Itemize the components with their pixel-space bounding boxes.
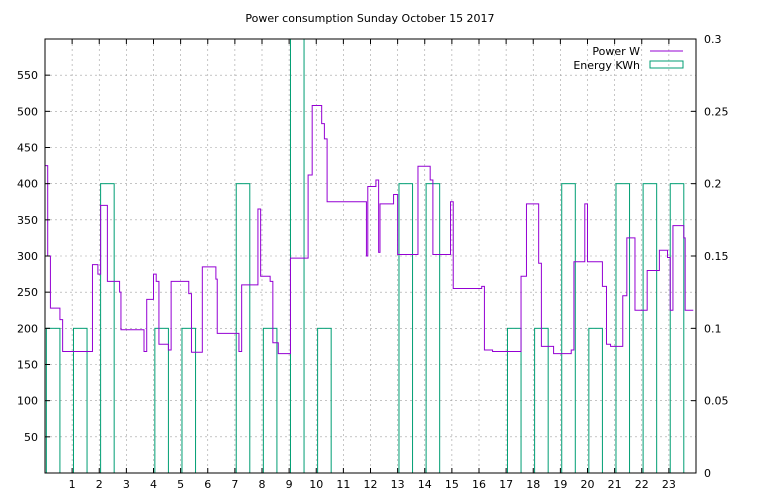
x-tick-label: 1 — [69, 478, 76, 491]
x-tick-label: 9 — [286, 478, 293, 491]
y-tick-label: 250 — [17, 286, 38, 299]
x-tick-label: 15 — [445, 478, 459, 491]
y-tick-label: 350 — [17, 214, 38, 227]
x-tick-label: 2 — [96, 478, 103, 491]
y-tick-label: 450 — [17, 142, 38, 155]
axis-ticks: 1 2 3 4 5 6 7 8 9 10 11 12 13 14 15 16 17 18 19 20 21 22 23501… — [17, 33, 729, 491]
x-tick-label: 17 — [499, 478, 513, 491]
y-tick-label: 400 — [17, 178, 38, 191]
x-tick-label: 4 — [150, 478, 157, 491]
x-tick-label: 13 — [391, 478, 405, 491]
y-tick-label: 200 — [17, 322, 38, 335]
y-tick-label: 50 — [24, 431, 38, 444]
y2-tick-label: 0.05 — [704, 395, 729, 408]
x-tick-label: 14 — [418, 478, 432, 491]
x-tick-label: 10 — [309, 478, 323, 491]
y2-tick-label: 0.2 — [704, 178, 722, 191]
energy-bar — [235, 183, 251, 474]
x-tick-label: 11 — [336, 478, 350, 491]
x-tick-label: 6 — [204, 478, 211, 491]
energy-bar — [181, 327, 197, 474]
x-tick-label: 22 — [635, 478, 649, 491]
power-series-line — [45, 105, 694, 355]
legend-swatch-energy — [649, 60, 684, 69]
power-line-layer — [45, 105, 694, 355]
x-tick-label: 12 — [364, 478, 378, 491]
x-tick-label: 19 — [553, 478, 567, 491]
y-tick-label: 300 — [17, 250, 38, 263]
x-tick-label: 16 — [472, 478, 486, 491]
y-tick-label: 550 — [17, 69, 38, 82]
x-tick-label: 7 — [231, 478, 238, 491]
x-tick-label: 20 — [581, 478, 595, 491]
y-tick-label: 150 — [17, 359, 38, 372]
energy-bar — [289, 38, 305, 474]
y2-tick-label: 0.25 — [704, 105, 729, 118]
chart-title: Power consumption Sunday October 15 2017 — [245, 12, 494, 25]
energy-bar — [506, 327, 522, 474]
x-tick-label: 3 — [123, 478, 130, 491]
legend-label-energy: Energy KWh — [573, 59, 640, 72]
y2-tick-label: 0 — [704, 467, 711, 480]
x-tick-label: 8 — [259, 478, 266, 491]
x-tick-label: 18 — [526, 478, 540, 491]
x-tick-label: 23 — [662, 478, 676, 491]
x-tick-label: 21 — [608, 478, 622, 491]
y2-tick-label: 0.3 — [704, 33, 722, 46]
legend-label-power: Power W — [592, 45, 640, 58]
legend: Power W Energy KWh — [573, 45, 684, 72]
energy-bar — [561, 183, 576, 474]
grid-lines — [45, 39, 696, 473]
x-tick-label: 5 — [177, 478, 184, 491]
energy-bar — [317, 327, 332, 474]
y-tick-label: 500 — [17, 105, 38, 118]
y-tick-label: 100 — [17, 395, 38, 408]
y2-tick-label: 0.15 — [704, 250, 729, 263]
y2-tick-label: 0.1 — [704, 322, 722, 335]
